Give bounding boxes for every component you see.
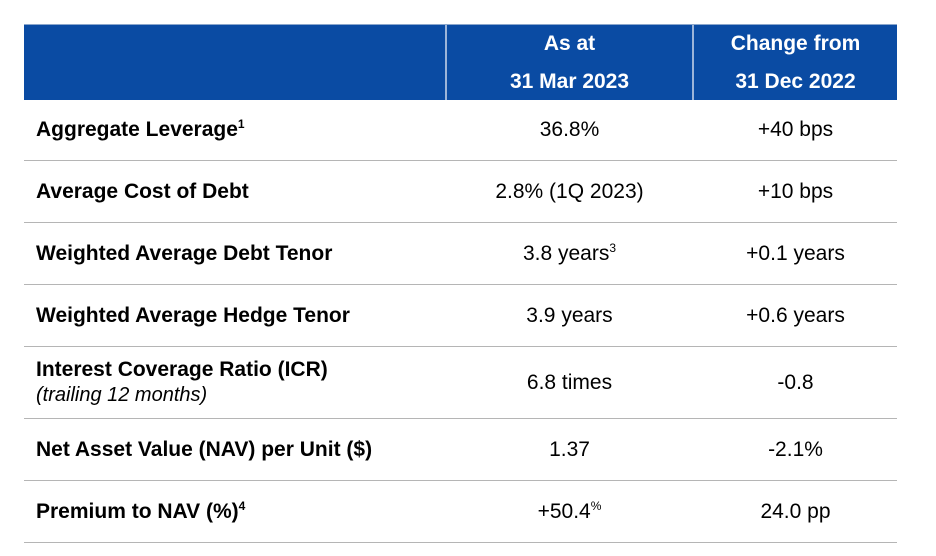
row-label-text: Weighted Average Hedge Tenor xyxy=(36,303,350,327)
row-value-text: 6.8 times xyxy=(526,370,613,394)
row-value-text: 3.8 years xyxy=(522,241,610,265)
row-value-text: +50.4 xyxy=(537,499,591,523)
row-change-text: +0.1 years xyxy=(746,241,845,265)
header-divider xyxy=(692,25,694,100)
table-row: Aggregate Leverage1 36.8% +40 bps xyxy=(24,100,897,161)
row-value: 3.8 years3 xyxy=(447,223,692,284)
row-value: 2.8% (1Q 2023) xyxy=(447,161,692,222)
row-value-text: 3.9 years xyxy=(526,303,613,327)
header-divider xyxy=(445,25,447,100)
superscript-marker: % xyxy=(590,498,602,513)
row-label-text: Aggregate Leverage xyxy=(36,118,238,141)
row-value: 6.8 times xyxy=(447,347,692,418)
header-change-from: Change from 31 Dec 2022 xyxy=(694,25,897,100)
row-label-text: Premium to NAV (%) xyxy=(36,499,239,523)
header-as-at-line1: As at xyxy=(543,31,596,55)
footnote-marker: 3 xyxy=(609,240,617,255)
row-change-text: +10 bps xyxy=(757,179,834,203)
row-label-text: Average Cost of Debt xyxy=(36,179,249,203)
row-label: Premium to NAV (%)4 xyxy=(36,481,245,542)
header-as-at: As at 31 Mar 2023 xyxy=(447,25,692,100)
footnote-marker: 1 xyxy=(237,117,245,131)
row-label: Average Cost of Debt xyxy=(36,161,249,222)
capital-management-table: As at 31 Mar 2023 Change from 31 Dec 202… xyxy=(24,24,897,543)
footnote-marker: 4 xyxy=(238,498,246,513)
row-change: +0.6 years xyxy=(694,285,897,346)
row-label: Aggregate Leverage1 xyxy=(36,100,245,160)
row-change: 24.0 pp xyxy=(694,481,897,542)
row-label-text: Weighted Average Debt Tenor xyxy=(36,241,333,265)
table-header: As at 31 Mar 2023 Change from 31 Dec 202… xyxy=(24,24,897,100)
table-row: Interest Coverage Ratio (ICR) (trailing … xyxy=(24,347,897,419)
row-change: -2.1% xyxy=(694,419,897,480)
row-change: +40 bps xyxy=(694,100,897,160)
row-value: 36.8% xyxy=(447,100,692,160)
header-as-at-line2: 31 Mar 2023 xyxy=(509,69,630,93)
row-label: Net Asset Value (NAV) per Unit ($) xyxy=(36,419,372,480)
row-change-text: -0.8 xyxy=(777,370,814,394)
row-value: +50.4% xyxy=(447,481,692,542)
header-change-line1: Change from xyxy=(730,31,861,55)
row-label: Weighted Average Hedge Tenor xyxy=(36,285,350,346)
header-change-line2: 31 Dec 2022 xyxy=(735,69,856,93)
row-label-subtext: (trailing 12 months) xyxy=(36,384,208,406)
row-change-text: 24.0 pp xyxy=(760,499,831,523)
row-label-text: Net Asset Value (NAV) per Unit ($) xyxy=(36,437,373,461)
row-change: +10 bps xyxy=(694,161,897,222)
row-value-text: 36.8% xyxy=(539,118,600,141)
row-change-text: +0.6 years xyxy=(746,303,845,327)
row-change: +0.1 years xyxy=(694,223,897,284)
row-value-text: 1.37 xyxy=(549,437,590,461)
header-empty-cell xyxy=(24,25,445,100)
row-change-text: -2.1% xyxy=(768,437,823,461)
row-change-text: +40 bps xyxy=(757,118,834,141)
table-row: Weighted Average Debt Tenor 3.8 years3 +… xyxy=(24,223,897,285)
table-row: Average Cost of Debt 2.8% (1Q 2023) +10 … xyxy=(24,161,897,223)
row-value: 3.9 years xyxy=(447,285,692,346)
table-row: Net Asset Value (NAV) per Unit ($) 1.37 … xyxy=(24,419,897,481)
row-value-text: 2.8% (1Q 2023) xyxy=(495,179,644,203)
table-row: Weighted Average Hedge Tenor 3.9 years +… xyxy=(24,285,897,347)
row-value: 1.37 xyxy=(447,419,692,480)
row-label-text: Interest Coverage Ratio (ICR) xyxy=(36,358,328,381)
row-label: Interest Coverage Ratio (ICR) (trailing … xyxy=(36,347,328,418)
row-label: Weighted Average Debt Tenor xyxy=(36,223,332,284)
row-change: -0.8 xyxy=(694,347,897,418)
table-row: Premium to NAV (%)4 +50.4% 24.0 pp xyxy=(24,481,897,543)
